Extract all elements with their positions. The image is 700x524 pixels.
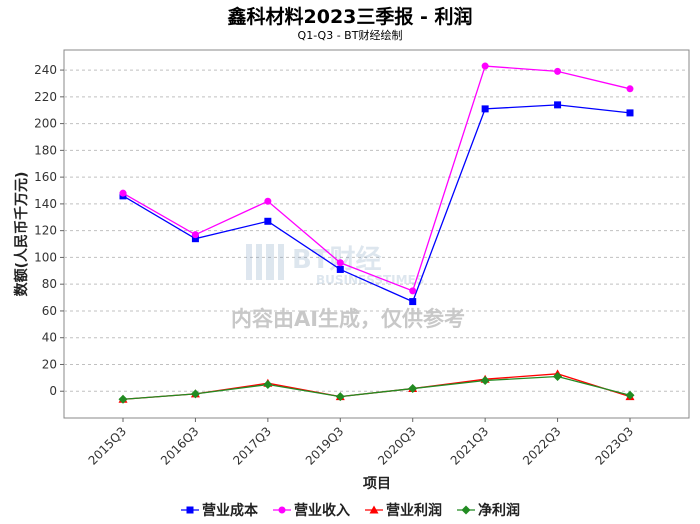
watermark-disclaimer: 内容由AI生成，仅供参考 (231, 307, 465, 331)
series-1 (119, 62, 634, 295)
data-point (409, 287, 417, 295)
x-tick-label: 2016Q3 (158, 424, 202, 468)
data-point (118, 394, 128, 404)
y-tick-label: 220 (34, 90, 57, 104)
legend-label: 营业利润 (386, 503, 442, 519)
data-point (626, 109, 634, 117)
data-point (554, 67, 562, 75)
data-point (481, 105, 489, 113)
legend-item: 营业成本 (180, 500, 258, 520)
y-tick-label: 80 (42, 277, 57, 291)
legend-item: 营业利润 (364, 500, 442, 520)
chart-title: 鑫科材料2023三季报 - 利润 (227, 6, 473, 28)
data-point (191, 235, 199, 243)
y-tick-label: 0 (49, 384, 57, 398)
x-tick-label: 2017Q3 (230, 424, 274, 468)
y-tick-label: 240 (34, 63, 57, 77)
legend-item: 净利润 (456, 500, 520, 520)
x-tick-label: 2021Q3 (448, 424, 492, 468)
x-axis: 2015Q3 2016Q3 2017Q3 2019Q3 2020Q3 2021Q3 2022… (86, 418, 637, 468)
series-line (122, 65, 631, 292)
data-point (278, 506, 286, 514)
data-point (369, 505, 379, 514)
data-point (264, 217, 272, 225)
data-point (336, 259, 344, 267)
y-axis: 0 20 40 60 80 100 120 140 160 180 200 220 240 (34, 63, 64, 398)
y-tick-label: 100 (34, 250, 57, 264)
legend: 营业成本 营业收入 营业利润 净利润 (0, 500, 700, 520)
data-point (336, 265, 344, 273)
legend-swatch (273, 506, 291, 514)
data-point (263, 380, 273, 390)
data-point (626, 85, 634, 93)
y-tick-label: 40 (42, 331, 57, 345)
data-point (119, 189, 127, 197)
x-tick-label: 2023Q3 (593, 424, 637, 468)
data-point (186, 506, 194, 514)
data-point (408, 384, 418, 394)
series-group (118, 62, 635, 404)
y-axis-label: 数额(人民币千万元) (13, 172, 30, 297)
data-point (409, 298, 417, 306)
y-tick-label: 160 (34, 170, 57, 184)
series-line (122, 375, 631, 400)
watermark-logo-sub: BUSINESSTIMES (316, 273, 424, 287)
y-tick-label: 20 (42, 357, 57, 371)
data-point (461, 505, 471, 515)
x-tick-label: 2015Q3 (86, 424, 130, 468)
legend-swatch (181, 506, 199, 514)
y-tick-label: 180 (34, 143, 57, 157)
data-point (335, 392, 345, 402)
data-point (190, 389, 200, 399)
data-point (480, 376, 490, 386)
data-point (264, 197, 272, 205)
y-tick-label: 200 (34, 117, 57, 131)
data-point (191, 231, 199, 239)
legend-label: 净利润 (478, 503, 520, 519)
legend-swatch (365, 505, 383, 514)
series-line (122, 104, 631, 303)
x-tick-label: 2020Q3 (375, 424, 419, 468)
data-point (625, 390, 635, 400)
y-tick-label: 60 (42, 304, 57, 318)
y-tick-label: 140 (34, 197, 57, 211)
data-point (481, 62, 489, 70)
chart-subtitle: Q1-Q3 - BT财经绘制 (297, 29, 403, 42)
legend-item: 营业收入 (272, 500, 350, 520)
legend-label: 营业成本 (202, 503, 258, 519)
x-axis-label: 项目 (363, 476, 391, 492)
legend-swatch (457, 505, 475, 515)
x-tick-label: 2019Q3 (303, 424, 347, 468)
data-point (554, 101, 562, 109)
series-3 (118, 372, 635, 404)
plot-area-frame (63, 49, 690, 419)
bt-logo-icon (246, 244, 284, 280)
data-point (553, 372, 563, 382)
gridlines (64, 69, 689, 392)
legend-label: 营业收入 (294, 503, 350, 519)
y-tick-label: 120 (34, 224, 57, 238)
x-tick-label: 2022Q3 (520, 424, 564, 468)
